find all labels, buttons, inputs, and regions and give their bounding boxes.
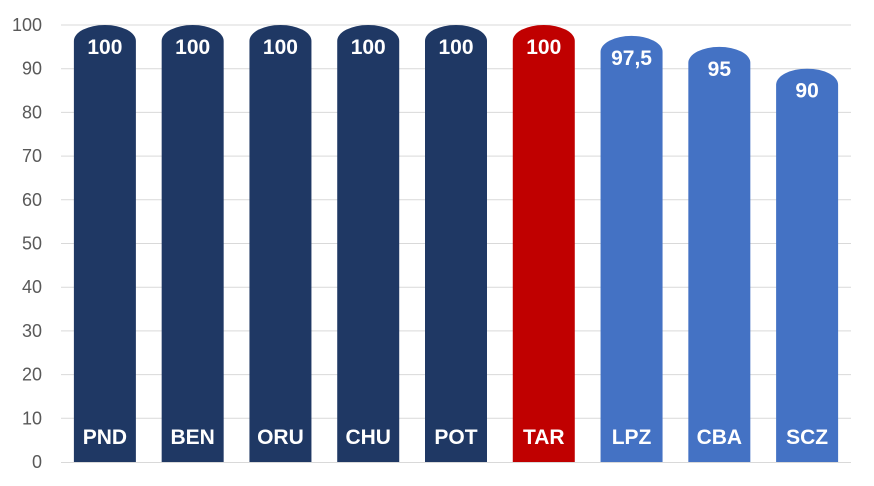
value-label: 100 — [526, 36, 561, 59]
category-label: LPZ — [612, 426, 652, 449]
bar-cba — [688, 46, 751, 462]
category-labels: PND BEN ORU CHU POT TAR LPZ CBA SCZ — [83, 426, 829, 449]
category-label: POT — [434, 426, 477, 449]
category-label: TAR — [523, 426, 565, 449]
bar-oru — [249, 24, 312, 462]
y-tick-label: 80 — [22, 102, 42, 122]
value-label: 100 — [87, 36, 122, 59]
bar-chu — [337, 25, 400, 462]
value-label: 97,5 — [611, 47, 652, 70]
category-label: CBA — [697, 426, 743, 449]
y-axis-tick-labels: 0 10 20 30 40 50 60 70 80 90 100 — [12, 15, 42, 472]
bar-lpz — [600, 35, 663, 463]
value-labels: 100 100 100 100 100 100 97,5 95 90 — [87, 36, 818, 103]
category-label: SCZ — [786, 426, 828, 449]
bar-scz — [776, 68, 839, 462]
value-label: 95 — [708, 58, 732, 81]
y-tick-label: 30 — [22, 321, 42, 341]
y-tick-label: 0 — [32, 452, 42, 472]
category-label: ORU — [257, 426, 304, 449]
y-tick-label: 40 — [22, 277, 42, 297]
y-tick-label: 90 — [22, 59, 42, 79]
bar-pot — [425, 25, 487, 462]
y-tick-label: 60 — [22, 190, 42, 210]
bar-pnd — [73, 25, 136, 462]
value-label: 100 — [175, 36, 210, 59]
value-label: 100 — [351, 36, 386, 59]
category-label: BEN — [170, 426, 214, 449]
value-label: 100 — [263, 36, 298, 59]
value-label: 90 — [795, 80, 818, 103]
value-label: 100 — [438, 36, 473, 59]
y-tick-label: 70 — [22, 146, 42, 166]
y-tick-label: 100 — [12, 15, 42, 35]
y-tick-label: 10 — [22, 408, 42, 428]
category-label: CHU — [345, 426, 391, 449]
y-tick-label: 50 — [22, 234, 42, 254]
bar-ben — [161, 25, 224, 462]
bar-tar — [512, 25, 575, 462]
category-label: PND — [83, 426, 127, 449]
bars — [73, 24, 839, 463]
y-tick-label: 20 — [22, 365, 42, 385]
